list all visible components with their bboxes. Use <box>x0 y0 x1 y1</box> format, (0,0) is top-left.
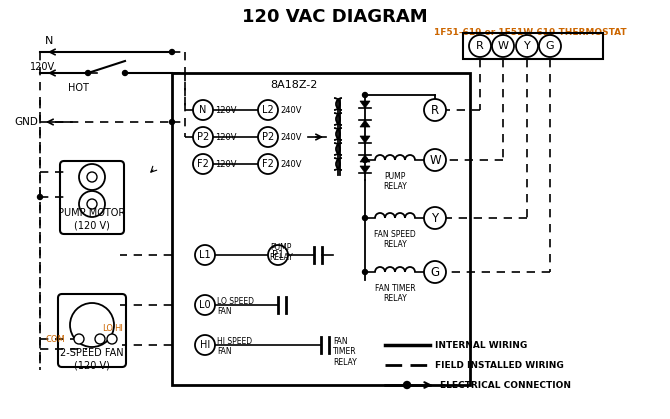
Text: GND: GND <box>14 117 38 127</box>
Polygon shape <box>360 155 370 162</box>
Circle shape <box>424 99 446 121</box>
Circle shape <box>268 245 288 265</box>
Circle shape <box>539 35 561 57</box>
Circle shape <box>362 215 368 220</box>
Text: F2: F2 <box>197 159 209 169</box>
Text: FAN SPEED
RELAY: FAN SPEED RELAY <box>374 230 416 249</box>
Circle shape <box>469 35 491 57</box>
Text: LO: LO <box>102 324 113 333</box>
Polygon shape <box>360 166 370 173</box>
Polygon shape <box>360 136 370 143</box>
Text: FAN TIMER
RELAY: FAN TIMER RELAY <box>375 284 415 303</box>
Circle shape <box>79 191 105 217</box>
Text: R: R <box>431 103 439 116</box>
Circle shape <box>95 334 105 344</box>
Circle shape <box>74 334 84 344</box>
Text: L2: L2 <box>262 105 274 115</box>
Circle shape <box>79 164 105 190</box>
Text: N: N <box>45 36 54 46</box>
Text: 2-SPEED FAN
(120 V): 2-SPEED FAN (120 V) <box>60 349 124 370</box>
Text: HI SPEED
FAN: HI SPEED FAN <box>217 337 252 357</box>
Text: HI: HI <box>114 324 123 333</box>
Circle shape <box>362 93 368 98</box>
Text: W: W <box>498 41 509 51</box>
Text: 120 VAC DIAGRAM: 120 VAC DIAGRAM <box>242 8 428 26</box>
Circle shape <box>123 70 127 75</box>
Circle shape <box>195 295 215 315</box>
Text: P2: P2 <box>262 132 274 142</box>
Circle shape <box>403 382 411 388</box>
Circle shape <box>258 154 278 174</box>
Text: 1F51-619 or 1F51W-619 THERMOSTAT: 1F51-619 or 1F51W-619 THERMOSTAT <box>433 28 626 37</box>
Text: PUMP
RELAY: PUMP RELAY <box>269 243 293 262</box>
Text: F2: F2 <box>262 159 274 169</box>
Text: HOT: HOT <box>68 83 89 93</box>
Bar <box>172 73 470 385</box>
Circle shape <box>87 199 97 209</box>
Text: COM: COM <box>46 334 65 344</box>
Text: INTERNAL WIRING: INTERNAL WIRING <box>435 341 527 349</box>
Text: P1: P1 <box>272 250 284 260</box>
Text: LO SPEED
FAN: LO SPEED FAN <box>217 297 254 316</box>
Text: N: N <box>199 105 206 115</box>
Circle shape <box>193 154 213 174</box>
Text: G: G <box>545 41 554 51</box>
Text: HI: HI <box>200 340 210 350</box>
Circle shape <box>258 127 278 147</box>
Circle shape <box>193 100 213 120</box>
Circle shape <box>424 149 446 171</box>
Circle shape <box>86 70 90 75</box>
Text: FAN
TIMER
RELAY: FAN TIMER RELAY <box>333 337 356 367</box>
Text: 120V: 120V <box>215 132 237 142</box>
Text: G: G <box>430 266 440 279</box>
Circle shape <box>107 334 117 344</box>
Circle shape <box>258 100 278 120</box>
Text: ELECTRICAL CONNECTION: ELECTRICAL CONNECTION <box>440 380 571 390</box>
Text: 240V: 240V <box>280 106 302 114</box>
Text: 120V: 120V <box>215 160 237 168</box>
Circle shape <box>38 194 42 199</box>
Text: FIELD INSTALLED WIRING: FIELD INSTALLED WIRING <box>435 360 563 370</box>
Text: R: R <box>476 41 484 51</box>
Text: 120V: 120V <box>215 106 237 114</box>
Bar <box>463 33 603 59</box>
Circle shape <box>516 35 538 57</box>
Text: Y: Y <box>431 212 439 225</box>
Circle shape <box>170 49 174 54</box>
Circle shape <box>362 269 368 274</box>
Text: Y: Y <box>524 41 531 51</box>
Circle shape <box>424 207 446 229</box>
Circle shape <box>492 35 514 57</box>
Text: W: W <box>429 153 441 166</box>
Text: L1: L1 <box>199 250 211 260</box>
Circle shape <box>362 158 368 163</box>
Polygon shape <box>360 120 370 127</box>
Circle shape <box>424 261 446 283</box>
Text: 120V: 120V <box>30 62 55 72</box>
Text: L0: L0 <box>199 300 211 310</box>
Circle shape <box>170 119 174 124</box>
Circle shape <box>195 245 215 265</box>
Text: 240V: 240V <box>280 160 302 168</box>
Text: P2: P2 <box>197 132 209 142</box>
Text: 8A18Z-2: 8A18Z-2 <box>270 80 318 90</box>
Text: PUMP MOTOR
(120 V): PUMP MOTOR (120 V) <box>58 208 126 230</box>
Text: PUMP
RELAY: PUMP RELAY <box>383 172 407 191</box>
Circle shape <box>87 172 97 182</box>
Polygon shape <box>360 101 370 108</box>
Text: 240V: 240V <box>280 132 302 142</box>
Circle shape <box>195 335 215 355</box>
Circle shape <box>193 127 213 147</box>
